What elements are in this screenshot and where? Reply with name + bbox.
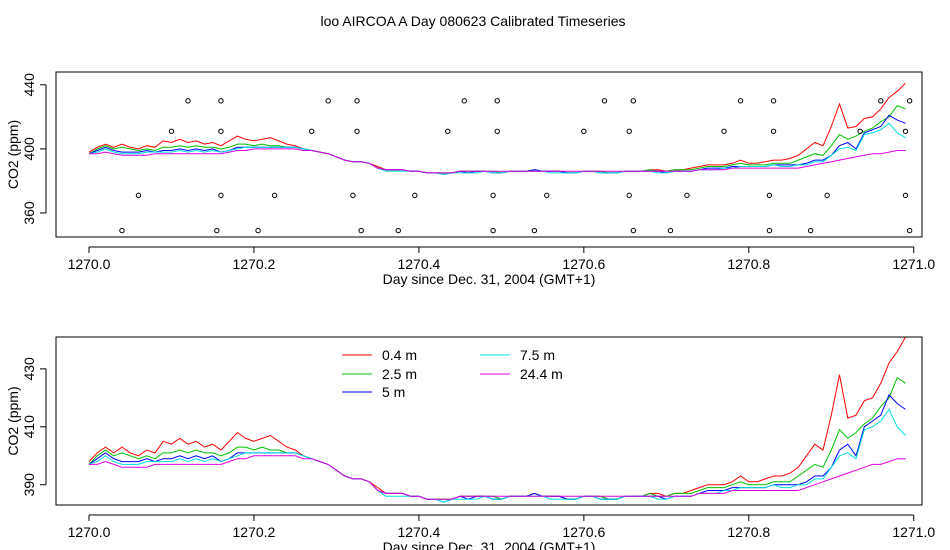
top-scatter-point-34 (721, 128, 727, 134)
top-y-axis-label: CO2 (ppm) (5, 120, 21, 189)
top-scatter-point-2 (168, 128, 175, 134)
top-x-tick-label-4: 1270.8 (727, 256, 770, 272)
top-scatter-point-45 (902, 128, 909, 134)
legend-label-3: 7.5 m (520, 347, 555, 363)
bottom-series-line-4 (89, 455, 906, 500)
legend-label-1: 2.5 m (382, 366, 417, 382)
top-scatter-point-9 (271, 192, 278, 199)
bottom-series-line-3 (88, 408, 906, 503)
top-scatter-point-5 (218, 192, 224, 199)
top-scatter-point-30 (630, 98, 637, 104)
bottom-x-tick-label-0: 1270.0 (68, 524, 111, 540)
top-scatter-point-3 (185, 98, 191, 104)
top-scatter-point-22 (494, 128, 500, 134)
top-scatter-point-4 (214, 227, 220, 234)
top-scatter-point-28 (626, 192, 632, 199)
top-scatter-point-35 (737, 98, 744, 104)
bottom-plot-frame (55, 336, 923, 506)
top-x-tick-label-1: 1270.2 (233, 256, 276, 272)
top-scatter-point-7 (218, 98, 224, 104)
top-x-axis-label: Day since Dec. 31, 2004 (GMT+1) (383, 271, 596, 287)
top-series-line-4 (89, 148, 906, 174)
top-y-tick-label-2: 440 (21, 73, 37, 97)
top-scatter-point-44 (902, 192, 909, 199)
top-scatter-point-25 (544, 192, 550, 199)
top-scatter-point-24 (531, 227, 538, 234)
top-scatter-point-40 (807, 227, 814, 234)
top-scatter-point-19 (461, 98, 467, 104)
top-y-tick-label-0: 360 (21, 201, 37, 225)
top-y-tick-label-1: 400 (21, 137, 37, 161)
legend-label-2: 5 m (382, 384, 405, 400)
legend-label-0: 0.4 m (382, 347, 417, 363)
top-scatter-point-33 (684, 192, 690, 199)
top-scatter-point-37 (766, 192, 773, 199)
top-scatter-point-18 (445, 128, 451, 134)
bottom-y-tick-label-2: 430 (21, 357, 37, 381)
top-x-tick-label-3: 1270.6 (562, 256, 605, 272)
top-series-line-3 (88, 122, 906, 176)
bottom-y-tick-label-1: 410 (21, 415, 37, 439)
top-scatter-point-10 (308, 128, 315, 134)
top-scatter-point-32 (667, 227, 674, 234)
top-scatter-point-8 (255, 227, 261, 234)
top-scatter-point-20 (490, 227, 496, 234)
top-scatter-point-29 (626, 128, 632, 134)
top-scatter-point-27 (601, 98, 608, 104)
top-scatter-point-0 (119, 227, 125, 234)
top-series-line-2 (88, 114, 906, 176)
top-scatter-point-17 (412, 192, 418, 199)
chart-title: loo AIRCOA A Day 080623 Calibrated Times… (320, 13, 625, 29)
bottom-y-axis-label: CO2 (ppm) (5, 386, 21, 455)
top-panel: 1270.0 1270.2 1270.4 1270.6 1270.8 1271.0 Day … (5, 71, 935, 287)
top-scatter-point-1 (135, 192, 142, 199)
top-scatter-point-39 (770, 98, 777, 104)
top-scatter-point-26 (581, 128, 587, 134)
top-series-line-1 (88, 104, 906, 174)
top-scatter-point-41 (824, 192, 830, 199)
bottom-series-line-1 (88, 376, 906, 500)
bottom-x-tick-label-2: 1270.4 (397, 524, 440, 540)
bottom-panel: 1270.0 1270.2 1270.4 1270.6 1270.8 1271.0 Day … (5, 336, 935, 550)
top-x-tick-label-5: 1271.0 (892, 256, 935, 272)
top-scatter-point-31 (630, 227, 637, 234)
top-scatter-point-36 (766, 227, 773, 234)
bottom-x-tick-label-1: 1270.2 (233, 524, 276, 540)
top-scatter-point-15 (358, 227, 364, 234)
top-plot-frame (55, 71, 923, 238)
legend-label-4: 24.4 m (520, 366, 563, 382)
top-scatter-point-46 (906, 98, 913, 104)
bottom-x-tick-label-4: 1270.8 (727, 524, 770, 540)
top-scatter-point-11 (325, 98, 331, 104)
top-x-tick-label-0: 1270.0 (68, 256, 111, 272)
bottom-y-tick-label-0: 390 (21, 473, 37, 497)
bottom-series-line-2 (88, 393, 906, 503)
top-scatter-point-23 (494, 98, 500, 104)
top-scatter-point-6 (218, 128, 224, 134)
bottom-x-tick-label-5: 1271.0 (892, 524, 935, 540)
top-scatter-point-13 (354, 128, 360, 134)
top-scatter-point-38 (770, 128, 777, 134)
top-scatter-point-43 (878, 98, 884, 104)
bottom-series-line-0 (88, 336, 906, 500)
top-scatter-point-47 (906, 227, 913, 234)
top-scatter-point-12 (350, 192, 356, 199)
top-scatter-point-14 (354, 98, 360, 104)
top-series-line-0 (88, 82, 906, 174)
top-scatter-point-42 (857, 128, 863, 134)
top-scatter-point-16 (395, 227, 401, 234)
bottom-x-tick-label-3: 1270.6 (562, 524, 605, 540)
bottom-x-axis-label: Day since Dec. 31, 2004 (GMT+1) (383, 539, 596, 550)
top-x-tick-label-2: 1270.4 (397, 256, 440, 272)
top-scatter-point-21 (490, 192, 496, 199)
